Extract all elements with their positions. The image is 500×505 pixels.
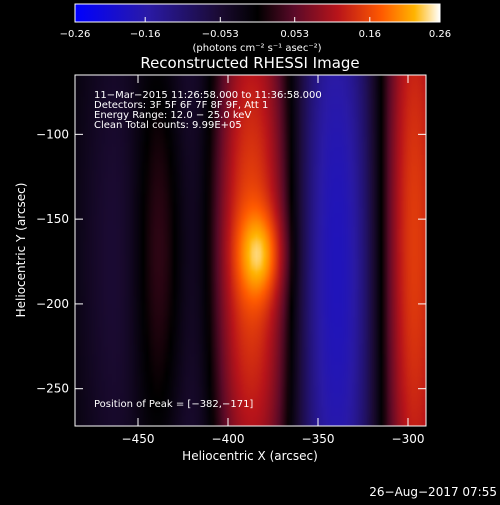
y-tick-label: −100 (36, 127, 69, 141)
heatmap-image (75, 75, 426, 426)
info-line: Energy Range: 12.0 − 25.0 keV (94, 110, 251, 121)
colorbar-tick-label: 0.16 (359, 29, 381, 40)
colorbar-tick-label: −0.26 (60, 29, 91, 40)
colorbar-tick-label: −0.16 (130, 29, 161, 40)
chart-title: Reconstructed RHESSI Image (140, 54, 359, 72)
y-tick-label: −250 (36, 382, 69, 396)
x-tick-label: −350 (302, 432, 335, 446)
y-axis-label: Heliocentric Y (arcsec) (14, 183, 28, 318)
plot-frame (74, 74, 427, 427)
y-tick-label: −200 (36, 297, 69, 311)
y-tick-label: −150 (36, 212, 69, 226)
info-annotations: 11−Mar−2015 11:26:58.000 to 11:36:58.000… (94, 90, 322, 131)
x-axis-label: Heliocentric X (arcsec) (182, 449, 318, 463)
info-line: Detectors: 3F 5F 6F 7F 8F 9F, Att 1 (94, 100, 268, 111)
y-axis-ticks: −100 −150 −200 −250 (36, 127, 426, 396)
colorbar-ticks: −0.26 −0.16 −0.053 0.053 0.16 0.26 (60, 17, 451, 40)
x-tick-label: −450 (122, 432, 155, 446)
colorbar-gradient (74, 3, 441, 23)
colorbar-tick-label: −0.053 (202, 29, 239, 40)
info-line: Clean Total counts: 9.99E+05 (94, 120, 242, 131)
x-axis-ticks: −450 −400 −350 −300 (122, 75, 425, 446)
colorbar-tick-label: 0.26 (429, 29, 451, 40)
colorbar: −0.26 −0.16 −0.053 0.053 0.16 0.26 (photons c… (60, 3, 451, 54)
peak-position-label: Position of Peak = [−382,−171] (94, 399, 253, 410)
footer-timestamp: 26−Aug−2017 07:55 (369, 485, 497, 499)
colorbar-unit-label: (photons cm⁻² s⁻¹ asec⁻²) (192, 43, 321, 54)
x-tick-label: −400 (212, 432, 245, 446)
colorbar-tick-label: 0.053 (280, 29, 309, 40)
info-line: 11−Mar−2015 11:26:58.000 to 11:36:58.000 (94, 90, 322, 101)
x-tick-label: −300 (392, 432, 425, 446)
heatmap-area (75, 75, 426, 426)
